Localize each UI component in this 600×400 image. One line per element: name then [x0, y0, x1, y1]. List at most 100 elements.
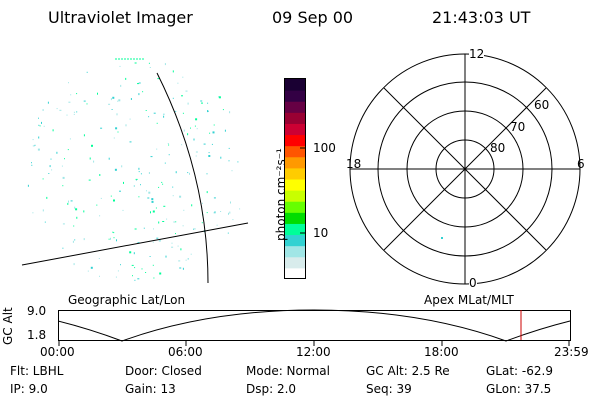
speckle [143, 227, 145, 229]
colorbar-cell [285, 123, 305, 136]
altitude-curve [58, 309, 571, 342]
colorbar-cell [285, 223, 305, 236]
speckle [138, 167, 140, 170]
speckle [207, 102, 209, 104]
colorbar-cell [285, 201, 305, 213]
dsp-info: Dsp: 2.0 [246, 382, 297, 396]
speckle [158, 186, 160, 188]
speckle [146, 190, 147, 192]
speckle [83, 210, 85, 213]
speckle [201, 222, 203, 224]
speckle [87, 270, 89, 272]
speckle [228, 212, 229, 215]
colorbar-cell [285, 101, 305, 113]
speckle [76, 216, 78, 219]
speckle [202, 202, 203, 204]
speckle [137, 242, 140, 244]
geographic-image [21, 58, 249, 284]
speckle [178, 260, 181, 262]
speckle [172, 195, 174, 197]
speckle [86, 103, 88, 105]
speckle [232, 219, 234, 221]
speckle [83, 100, 86, 102]
speckle [208, 155, 211, 157]
speckle [27, 184, 29, 187]
speckle [83, 134, 85, 137]
speckle [182, 225, 184, 227]
colorbar-cell [285, 167, 305, 180]
speckle [113, 137, 115, 139]
mlt-label-18: 18 [346, 157, 362, 171]
speckle [151, 200, 154, 203]
speckle [207, 110, 208, 113]
speckle [38, 117, 39, 119]
latitude-line [21, 222, 249, 266]
speckle [157, 78, 160, 80]
speckle [200, 100, 203, 102]
speckle [203, 143, 206, 145]
speckle [220, 156, 222, 159]
speckle [156, 237, 159, 239]
speckle [229, 111, 231, 114]
speckle [74, 239, 76, 241]
speckle [141, 268, 143, 270]
speckle [68, 82, 69, 84]
speckle [142, 91, 144, 93]
speckle [61, 165, 63, 167]
lat-label-80: 80 [490, 141, 506, 155]
speckle [145, 110, 147, 111]
speckle [115, 127, 118, 130]
speckle [196, 128, 198, 130]
speckle [68, 200, 69, 203]
speckle [180, 248, 182, 251]
speckle [194, 125, 196, 127]
speckle [50, 158, 52, 160]
speckle [171, 246, 174, 248]
speckle [163, 115, 165, 118]
speckle [132, 275, 133, 277]
speckle [56, 108, 58, 110]
speckle [134, 62, 137, 64]
speckle [153, 228, 154, 230]
speckle [98, 258, 100, 259]
speckle [227, 232, 229, 234]
speckle [134, 267, 136, 269]
speckle [153, 112, 156, 114]
speckle [149, 256, 151, 257]
speckle [181, 95, 183, 97]
speckle [191, 204, 193, 207]
altitude-tick-9: 9.0 [27, 304, 47, 318]
speckle [187, 133, 189, 136]
speckle [122, 209, 124, 211]
mode-info: Mode: Normal [246, 364, 330, 378]
speckle [224, 129, 226, 132]
speckle [41, 121, 42, 124]
speckle [164, 162, 166, 164]
colorbar-cell [285, 179, 305, 191]
speckle [147, 197, 150, 199]
speckle [47, 101, 49, 104]
geographic-caption: Geographic Lat/Lon [68, 293, 186, 307]
speckle [73, 111, 75, 113]
speckle [73, 225, 75, 227]
speckle [32, 212, 34, 214]
speckle [42, 178, 44, 180]
time-tick-2359: 23:59 [554, 345, 589, 359]
colorbar [284, 78, 306, 280]
speckle [175, 110, 177, 112]
speckle [206, 191, 208, 194]
speckle [213, 212, 215, 214]
speckle [239, 208, 241, 210]
speckle [220, 211, 222, 212]
speckle [181, 144, 183, 146]
door-info: Door: Closed [125, 364, 202, 378]
altitude-tick-1-8: 1.8 [27, 328, 47, 342]
speckle [120, 84, 122, 87]
ip-info: IP: 9.0 [10, 382, 48, 396]
speckle [175, 221, 177, 223]
speckle [177, 82, 179, 84]
colorbar-cell [285, 267, 305, 280]
speckle [151, 198, 154, 201]
speckle [183, 129, 185, 132]
mlt-label-12: 12 [469, 47, 485, 61]
